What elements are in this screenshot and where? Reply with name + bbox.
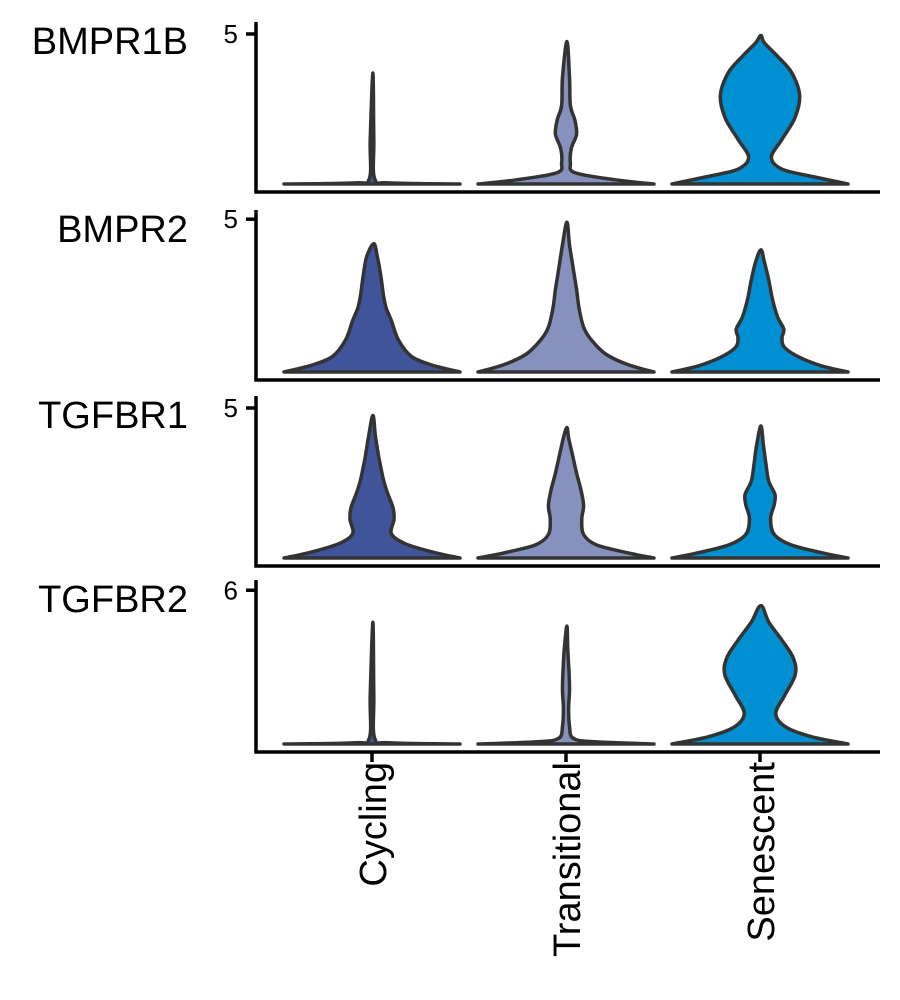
y-tick-label: 5 — [224, 393, 238, 423]
violin-tgfbr1-cycling — [282, 413, 462, 560]
panel-bmpr2: 5 BMPR2 — [57, 204, 880, 382]
panel-bmpr1b: 5 BMPR1B — [32, 19, 880, 194]
y-tick-label: 5 — [224, 204, 238, 234]
gene-label-bmpr2: BMPR2 — [57, 209, 188, 251]
violin-bmpr2-senescent — [670, 247, 850, 374]
violin-bmpr2-transitional — [476, 220, 656, 374]
violin-bmpr1b-senescent — [670, 33, 850, 186]
violin-bmpr1b-transitional — [476, 39, 656, 186]
y-tick-label: 6 — [224, 575, 238, 605]
panel-tgfbr1: 5 TGFBR1 — [38, 393, 880, 568]
violin-tgfbr2-senescent — [670, 603, 850, 746]
category-label-cycling: Cycling — [353, 762, 395, 887]
violin-tgfbr1-transitional — [476, 425, 656, 560]
y-tick-label: 5 — [224, 19, 238, 49]
violin-tgfbr2-cycling — [282, 620, 462, 746]
violin-tgfbr1-senescent — [670, 424, 850, 560]
category-label-transitional: Transitional — [547, 762, 589, 957]
panel-tgfbr2: 6 TGFBR2 — [38, 575, 880, 754]
category-label-senescent: Senescent — [741, 762, 783, 942]
violin-bmpr2-cycling — [282, 241, 462, 374]
violin-bmpr1b-cycling — [282, 71, 462, 186]
gene-label-bmpr1b: BMPR1B — [32, 21, 188, 63]
gene-label-tgfbr2: TGFBR2 — [38, 579, 188, 621]
gene-label-tgfbr1: TGFBR1 — [38, 395, 188, 437]
violin-tgfbr2-transitional — [476, 624, 656, 746]
